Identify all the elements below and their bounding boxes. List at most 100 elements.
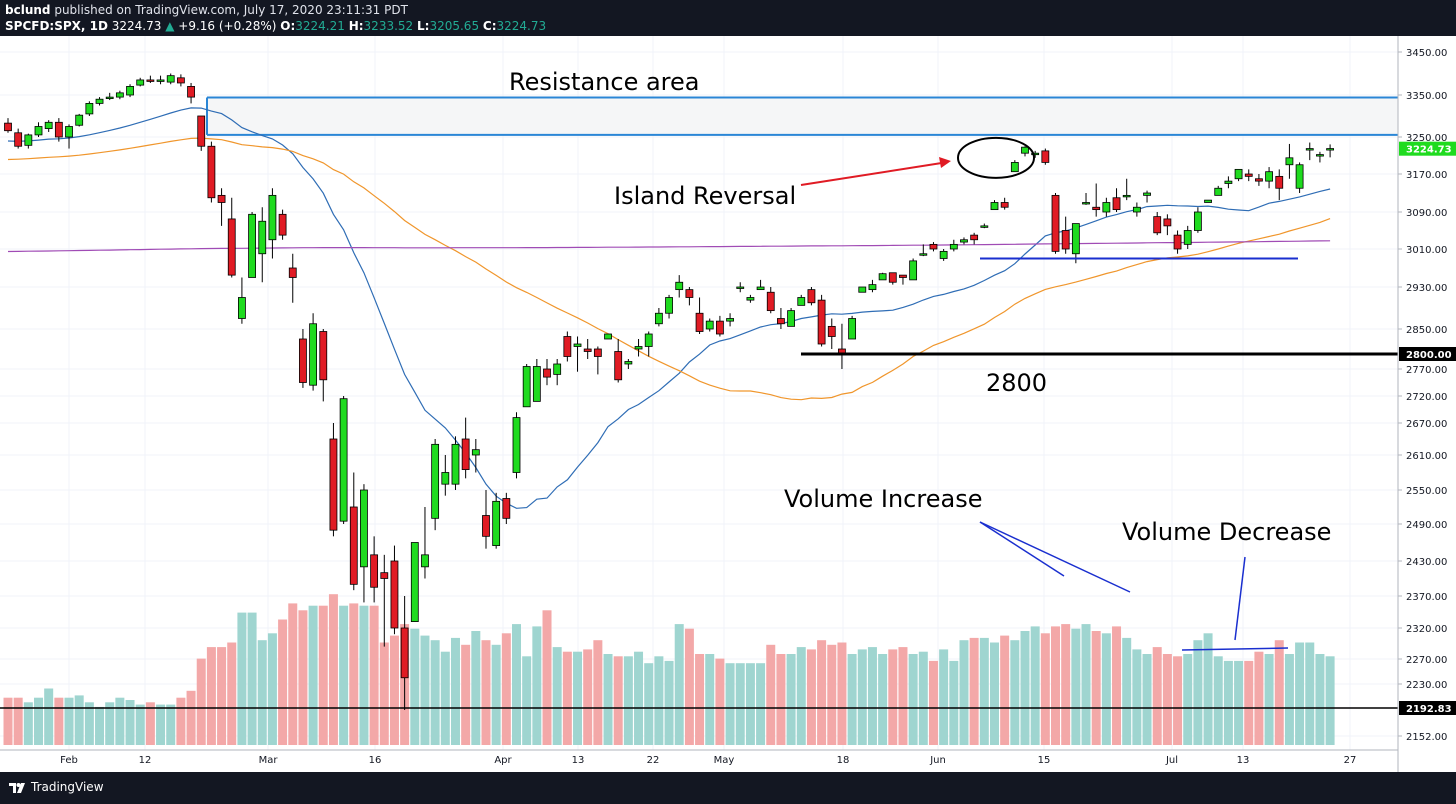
candle-body-down	[390, 560, 399, 629]
volume-bar	[1051, 626, 1061, 745]
volume-bar	[1061, 624, 1071, 745]
volume-bar	[573, 651, 583, 745]
candle-body-up	[665, 297, 673, 314]
volume-bar	[440, 651, 450, 745]
candle-body-up	[1193, 211, 1202, 231]
volume-bar	[389, 635, 399, 745]
candle-body-up	[726, 318, 734, 322]
volume-bar	[1193, 640, 1203, 745]
candle	[299, 329, 307, 388]
volume-bar	[817, 640, 827, 745]
volume-bar	[634, 651, 644, 745]
candle	[1224, 176, 1233, 189]
up-triangle-icon: ▲	[165, 19, 175, 33]
candle	[288, 253, 297, 303]
candle-body-up	[268, 194, 277, 241]
candle-body-down	[614, 351, 623, 381]
brand-name[interactable]: TradingView	[31, 780, 104, 794]
volume-bar	[969, 637, 979, 745]
candle-body-down	[716, 320, 724, 335]
candle	[207, 141, 216, 203]
price-tick-label: 3010.00	[1406, 245, 1447, 256]
candle-body-up	[756, 286, 765, 291]
publish-info: bclund published on TradingView.com, Jul…	[5, 3, 408, 17]
volume-bar	[1020, 631, 1030, 745]
candle	[197, 115, 206, 151]
volume-bar	[786, 654, 796, 745]
candle	[54, 118, 63, 142]
candle-body-up	[909, 260, 918, 281]
candle	[1255, 174, 1263, 186]
publisher-name[interactable]: bclund	[5, 3, 51, 17]
volume-bar	[1030, 626, 1040, 745]
volume-bar	[664, 660, 674, 745]
candle	[451, 436, 460, 490]
volume-bar	[95, 706, 105, 745]
price-axis[interactable]: 3450.00 3350.00 3250.00 3170.00 3090.00 3010.…	[1397, 36, 1456, 772]
candle-body-up	[75, 114, 84, 126]
candle-body-down	[1153, 216, 1162, 234]
time-tick-label: 12	[139, 755, 152, 766]
volume-bar	[806, 649, 816, 745]
candle	[532, 359, 541, 402]
time-tick-label: Mar	[259, 755, 279, 766]
candle-body-down	[817, 299, 826, 345]
candle	[1082, 193, 1090, 205]
candle-body-up	[95, 98, 104, 104]
candle-body-down	[370, 554, 379, 588]
candle	[624, 359, 633, 369]
candle-body-down	[777, 318, 785, 325]
time-tick-label: May	[714, 755, 735, 766]
volume-bar	[288, 603, 298, 745]
candle	[217, 188, 226, 226]
price-tag-2800: 2800.00	[1406, 350, 1452, 361]
candle-body-up	[1224, 180, 1233, 184]
symbol-label[interactable]: SPCFD:SPX, 1D	[5, 19, 108, 33]
candle-body-up	[34, 126, 43, 136]
candle	[665, 294, 673, 319]
candle-body-up	[1071, 223, 1080, 255]
last-price-tag: 3224.73	[1406, 145, 1452, 156]
candle-body-down	[583, 348, 592, 352]
price-tick-label: 2930.00	[1406, 283, 1447, 294]
volume-bar	[837, 642, 847, 745]
candle-body-up	[115, 92, 124, 98]
volume-bar	[1091, 631, 1101, 745]
volume-bar	[74, 695, 84, 745]
candle	[838, 323, 846, 369]
candle	[695, 297, 704, 334]
candle	[512, 412, 521, 479]
close-value: 3224.73	[496, 19, 547, 33]
volume-bar	[267, 633, 277, 745]
volume-bar	[593, 640, 603, 745]
chart-area[interactable]: Resistance area Island Reversal 2800 Vol…	[0, 36, 1456, 772]
time-axis[interactable]: Feb 12 Mar 16 Apr 13 22 May 18 Jun 15 Jul 13 27	[0, 749, 1398, 766]
volume-bar	[1142, 654, 1152, 745]
time-tick-label: 13	[572, 755, 585, 766]
vol-inc-line-a	[979, 521, 1065, 577]
candle	[766, 287, 775, 314]
open-value: 3224.21	[295, 19, 345, 33]
price-tick-label: 3450.00	[1406, 48, 1447, 59]
candle	[1000, 197, 1009, 210]
candle-body-down	[349, 506, 358, 585]
time-tick-label: Jun	[929, 755, 946, 766]
volume-bar	[522, 656, 532, 745]
tradingview-logo-icon	[9, 783, 25, 793]
volume-bar	[1081, 624, 1091, 745]
volume-bar	[247, 612, 257, 745]
price-chart[interactable]: Resistance area Island Reversal 2800 Vol…	[0, 36, 1456, 772]
candle-body-up	[604, 333, 612, 340]
price-tick-label: 2850.00	[1406, 325, 1447, 336]
candle-body-up	[85, 103, 94, 115]
volume-bar	[776, 654, 786, 745]
candle	[848, 315, 857, 340]
candle-body-up	[441, 472, 450, 485]
candle-body-up	[868, 284, 877, 291]
time-tick-label: Apr	[494, 755, 512, 766]
candle	[410, 542, 419, 622]
ma50-line	[7, 137, 1331, 401]
volume-bar	[501, 633, 511, 745]
candle	[1295, 162, 1304, 193]
candle-body-down	[380, 572, 389, 579]
